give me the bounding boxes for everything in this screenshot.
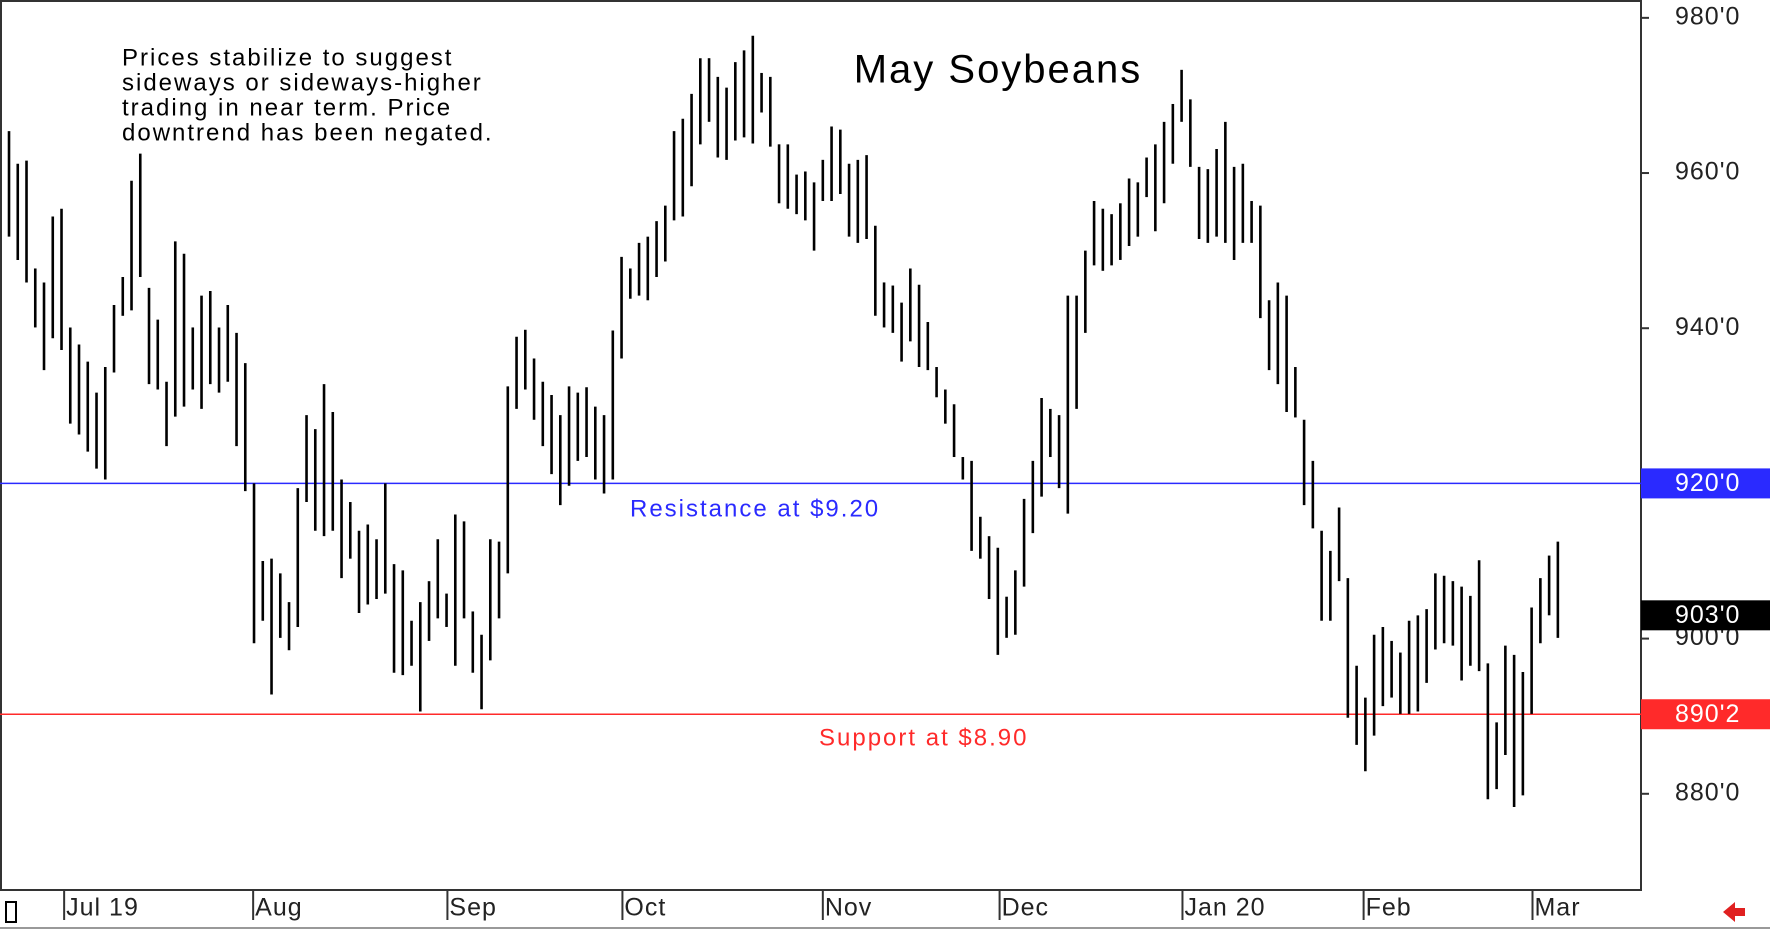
x-tick-label: Feb [1366,894,1412,922]
x-tick-label: Jul 19 [66,894,139,922]
annotation-text: trading in near term. Price [122,94,452,121]
scroll-marker [5,901,17,923]
y-tick-label: 880'0 [1675,778,1740,806]
annotation-text: sideways or sideways-higher [122,69,483,96]
price-tag-label: 890'2 [1675,700,1740,728]
x-tick-label: Jan 20 [1184,894,1265,922]
price-tag [1641,468,1770,499]
y-tick-label: 960'0 [1675,158,1740,186]
price-tag-label: 920'0 [1675,469,1740,497]
x-tick-label: Dec [1002,894,1049,922]
price-tag [1641,600,1770,631]
x-tick-label: Nov [825,894,872,922]
price-tag [1641,699,1770,730]
y-tick-label: 940'0 [1675,313,1740,341]
scroll-arrow [1723,902,1745,922]
price-tag-label: 903'0 [1675,601,1740,629]
level-label: Resistance at $9.20 [630,495,880,522]
annotation-text: downtrend has been negated. [122,119,494,146]
x-tick-label: Mar [1534,894,1580,922]
chart-title: May Soybeans [854,48,1143,92]
x-tick-label: Oct [624,894,666,922]
x-tick-label: Sep [449,894,496,922]
y-tick-label: 980'0 [1675,2,1740,30]
level-label: Support at $8.90 [819,724,1028,751]
x-tick-label: Aug [255,894,302,922]
plot-frame [0,0,1642,891]
annotation-text: Prices stabilize to suggest [122,44,453,71]
